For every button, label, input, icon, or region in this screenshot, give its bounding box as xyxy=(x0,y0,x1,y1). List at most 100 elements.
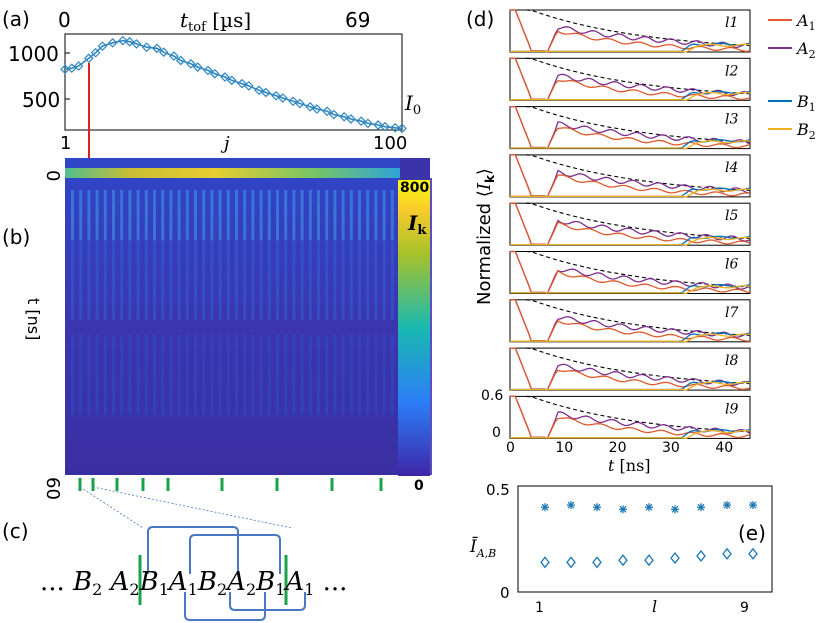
series-a1 xyxy=(510,347,751,391)
b-stripe xyxy=(390,335,394,415)
d-x-ticks: 0 10 20 30 40 xyxy=(506,440,733,456)
e-y-label: ĪA,B xyxy=(469,536,496,560)
subplot-label: l9 xyxy=(725,401,738,417)
subplot-label: l5 xyxy=(725,208,738,224)
b-stripe xyxy=(210,240,214,320)
e-point-a xyxy=(723,501,731,510)
e-point-b xyxy=(748,547,758,560)
b-y-tick-60: 60 xyxy=(42,477,63,500)
cbar-tick-0: 0 xyxy=(414,478,424,494)
b-stripe xyxy=(136,190,140,240)
a-point xyxy=(186,58,196,69)
b-stripe xyxy=(259,335,263,415)
c-sequence: ... B2 A2B1A1B2A2B1A1 ... xyxy=(40,567,347,599)
e-point-b xyxy=(722,547,732,560)
b-stripe xyxy=(349,335,353,415)
e-points xyxy=(540,501,758,569)
panel-label-a: (a) xyxy=(2,7,30,31)
b-stripe xyxy=(333,240,337,320)
series-b2 xyxy=(510,285,751,295)
subplot-l6: l6 xyxy=(509,250,751,295)
b-stripe xyxy=(226,190,230,240)
b-stripe xyxy=(136,240,140,320)
b-stripe xyxy=(144,190,148,240)
subplot-l7: l7 xyxy=(509,299,751,343)
legend-a1: A1 xyxy=(795,11,816,33)
series-b2 xyxy=(510,91,751,101)
e-axes xyxy=(517,485,773,593)
subplot-frame xyxy=(509,57,751,101)
series-a2 xyxy=(510,347,751,391)
b-stripe xyxy=(243,240,247,320)
b-stripe xyxy=(218,335,222,415)
series-a1 xyxy=(510,395,751,440)
b-stripe xyxy=(276,190,279,240)
a-point xyxy=(346,114,356,124)
a-point xyxy=(243,81,254,91)
a-point xyxy=(141,42,152,53)
a-point xyxy=(390,122,401,133)
subplot-frame xyxy=(509,347,751,391)
a-point xyxy=(288,96,298,107)
b-stripe xyxy=(317,240,320,320)
b-stripe xyxy=(128,240,132,320)
b-stripe xyxy=(120,190,124,240)
b-stripe xyxy=(366,335,370,415)
d-x-tick: 0 xyxy=(506,440,515,456)
e-point-b xyxy=(540,556,550,569)
series-a1 xyxy=(510,105,751,150)
b-stripe xyxy=(235,240,238,320)
subplot-envelope xyxy=(525,202,751,240)
b-stripe xyxy=(202,335,206,415)
b-stripe xyxy=(153,190,156,240)
series-b2 xyxy=(510,381,751,391)
zoom-line-right xyxy=(92,486,293,529)
b-stripe xyxy=(218,240,222,320)
b-stripe xyxy=(267,335,271,415)
subplot-envelope xyxy=(525,347,751,385)
a-point xyxy=(295,98,305,109)
b-stripe xyxy=(71,335,74,415)
panel-label-d: (d) xyxy=(466,7,494,31)
b-y-tick-0: 0 xyxy=(42,170,63,181)
cbar-tick-800: 800 xyxy=(400,180,429,196)
b-stripe xyxy=(325,190,329,240)
b-stripe xyxy=(128,190,132,240)
series-a1 xyxy=(510,154,751,198)
series-a1 xyxy=(510,299,751,343)
a-point xyxy=(278,93,288,103)
b-stripe xyxy=(202,240,206,320)
b-stripe xyxy=(341,335,345,415)
subplot-label: l3 xyxy=(725,112,738,128)
b-stripe xyxy=(185,240,189,320)
b-stripe xyxy=(341,240,345,320)
b-stripe xyxy=(374,190,378,240)
e-point-b xyxy=(696,549,706,563)
b-stripe xyxy=(235,190,238,240)
a-point xyxy=(260,87,271,98)
a-point xyxy=(397,123,407,134)
subplot-envelope xyxy=(525,57,751,95)
e-point-a xyxy=(645,503,653,512)
d-x-tick: 10 xyxy=(555,440,573,456)
a-point xyxy=(118,35,128,46)
a-axes xyxy=(64,33,403,131)
e-x-tick-1: 1 xyxy=(535,600,544,616)
b-stripe xyxy=(95,190,99,240)
series-a2 xyxy=(510,154,751,198)
b-stripe xyxy=(177,240,181,320)
b-stripe xyxy=(251,335,255,415)
e-y-tick-0: 0 xyxy=(500,584,510,602)
a-point xyxy=(373,120,384,130)
b-stripe xyxy=(136,335,140,415)
series-a2 xyxy=(510,395,751,440)
a-y-label: I0 xyxy=(404,91,421,118)
series-a1 xyxy=(510,202,751,247)
series-b2 xyxy=(510,188,751,198)
b-stripe xyxy=(144,240,148,320)
a-point xyxy=(73,61,84,71)
b-stripe xyxy=(267,190,271,240)
b-stripe xyxy=(120,240,124,320)
d-x-tick: 30 xyxy=(662,440,680,456)
e-point-a xyxy=(749,501,757,510)
